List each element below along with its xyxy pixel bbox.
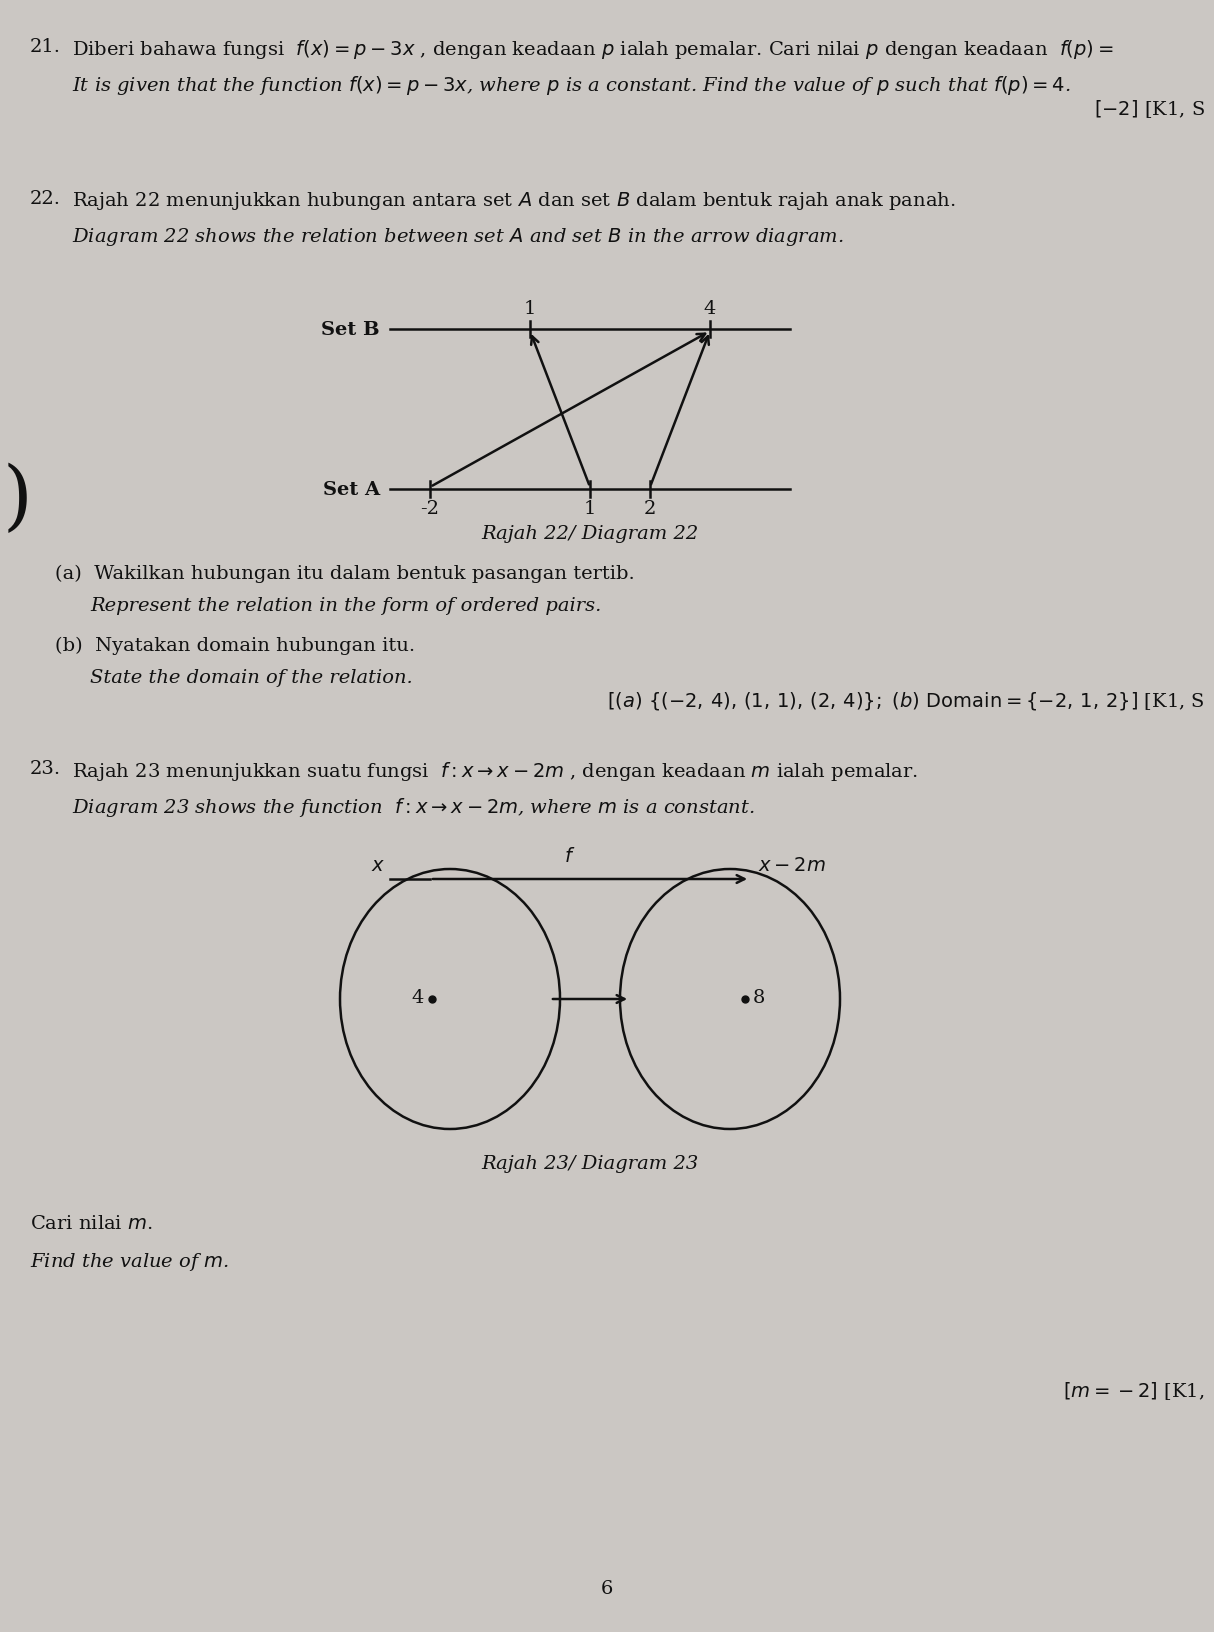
- Text: 1: 1: [584, 499, 596, 517]
- Text: (b)  Nyatakan domain hubungan itu.: (b) Nyatakan domain hubungan itu.: [55, 636, 415, 654]
- Text: 2: 2: [643, 499, 657, 517]
- Text: 6: 6: [601, 1580, 613, 1598]
- Text: $[m = -2]$ [K1,: $[m = -2]$ [K1,: [1063, 1379, 1206, 1400]
- Text: Represent the relation in the form of ordered pairs.: Represent the relation in the form of or…: [90, 597, 601, 615]
- Text: $x$: $x$: [370, 857, 385, 875]
- Text: (a)  Wakilkan hubungan itu dalam bentuk pasangan tertib.: (a) Wakilkan hubungan itu dalam bentuk p…: [55, 565, 635, 583]
- Text: 8: 8: [753, 989, 765, 1007]
- Text: Set A: Set A: [323, 481, 380, 499]
- Text: 22.: 22.: [30, 189, 61, 207]
- Text: Find the value of $m$.: Find the value of $m$.: [30, 1250, 229, 1273]
- Text: $f$: $f$: [565, 847, 575, 865]
- Text: Rajah 22 menunjukkan hubungan antara set $A$ dan set $B$ dalam bentuk rajah anak: Rajah 22 menunjukkan hubungan antara set…: [72, 189, 955, 212]
- Text: Diberi bahawa fungsi  $f(x) = p - 3x$ , dengan keadaan $p$ ialah pemalar. Cari n: Diberi bahawa fungsi $f(x) = p - 3x$ , d…: [72, 38, 1113, 60]
- Text: Rajah 23/ Diagram 23: Rajah 23/ Diagram 23: [482, 1154, 698, 1172]
- Text: State the domain of the relation.: State the domain of the relation.: [90, 669, 413, 687]
- Text: Rajah 22/ Diagram 22: Rajah 22/ Diagram 22: [482, 524, 698, 543]
- Text: ): ): [4, 463, 33, 537]
- Text: -2: -2: [420, 499, 439, 517]
- Text: Diagram 22 shows the relation between set $A$ and set $B$ in the arrow diagram.: Diagram 22 shows the relation between se…: [72, 225, 844, 248]
- Text: $[-2]$ [K1, S: $[-2]$ [K1, S: [1094, 98, 1206, 119]
- Text: 4: 4: [412, 989, 424, 1007]
- Text: 1: 1: [523, 300, 537, 318]
- Text: $x - 2m$: $x - 2m$: [758, 857, 826, 875]
- Text: 4: 4: [704, 300, 716, 318]
- Text: Cari nilai $m$.: Cari nilai $m$.: [30, 1214, 153, 1232]
- Text: 21.: 21.: [30, 38, 61, 55]
- Text: It is given that the function $f(x) = p - 3x$, where $p$ is a constant. Find the: It is given that the function $f(x) = p …: [72, 73, 1071, 96]
- Text: 23.: 23.: [30, 759, 61, 777]
- Text: Rajah 23 menunjukkan suatu fungsi  $f : x \rightarrow x - 2m$ , dengan keadaan $: Rajah 23 menunjukkan suatu fungsi $f : x…: [72, 759, 918, 782]
- Text: Diagram 23 shows the function  $f : x \rightarrow x - 2m$, where $m$ is a consta: Diagram 23 shows the function $f : x \ri…: [72, 795, 755, 819]
- Text: Set B: Set B: [322, 322, 380, 339]
- Text: $[(a)\ \{(-2,\,4),\,(1,\,1),\,(2,\,4)\};\ (b)\ \mathrm{Domain} = \{-2,\,1,\,2\}]: $[(a)\ \{(-2,\,4),\,(1,\,1),\,(2,\,4)\};…: [607, 690, 1206, 712]
